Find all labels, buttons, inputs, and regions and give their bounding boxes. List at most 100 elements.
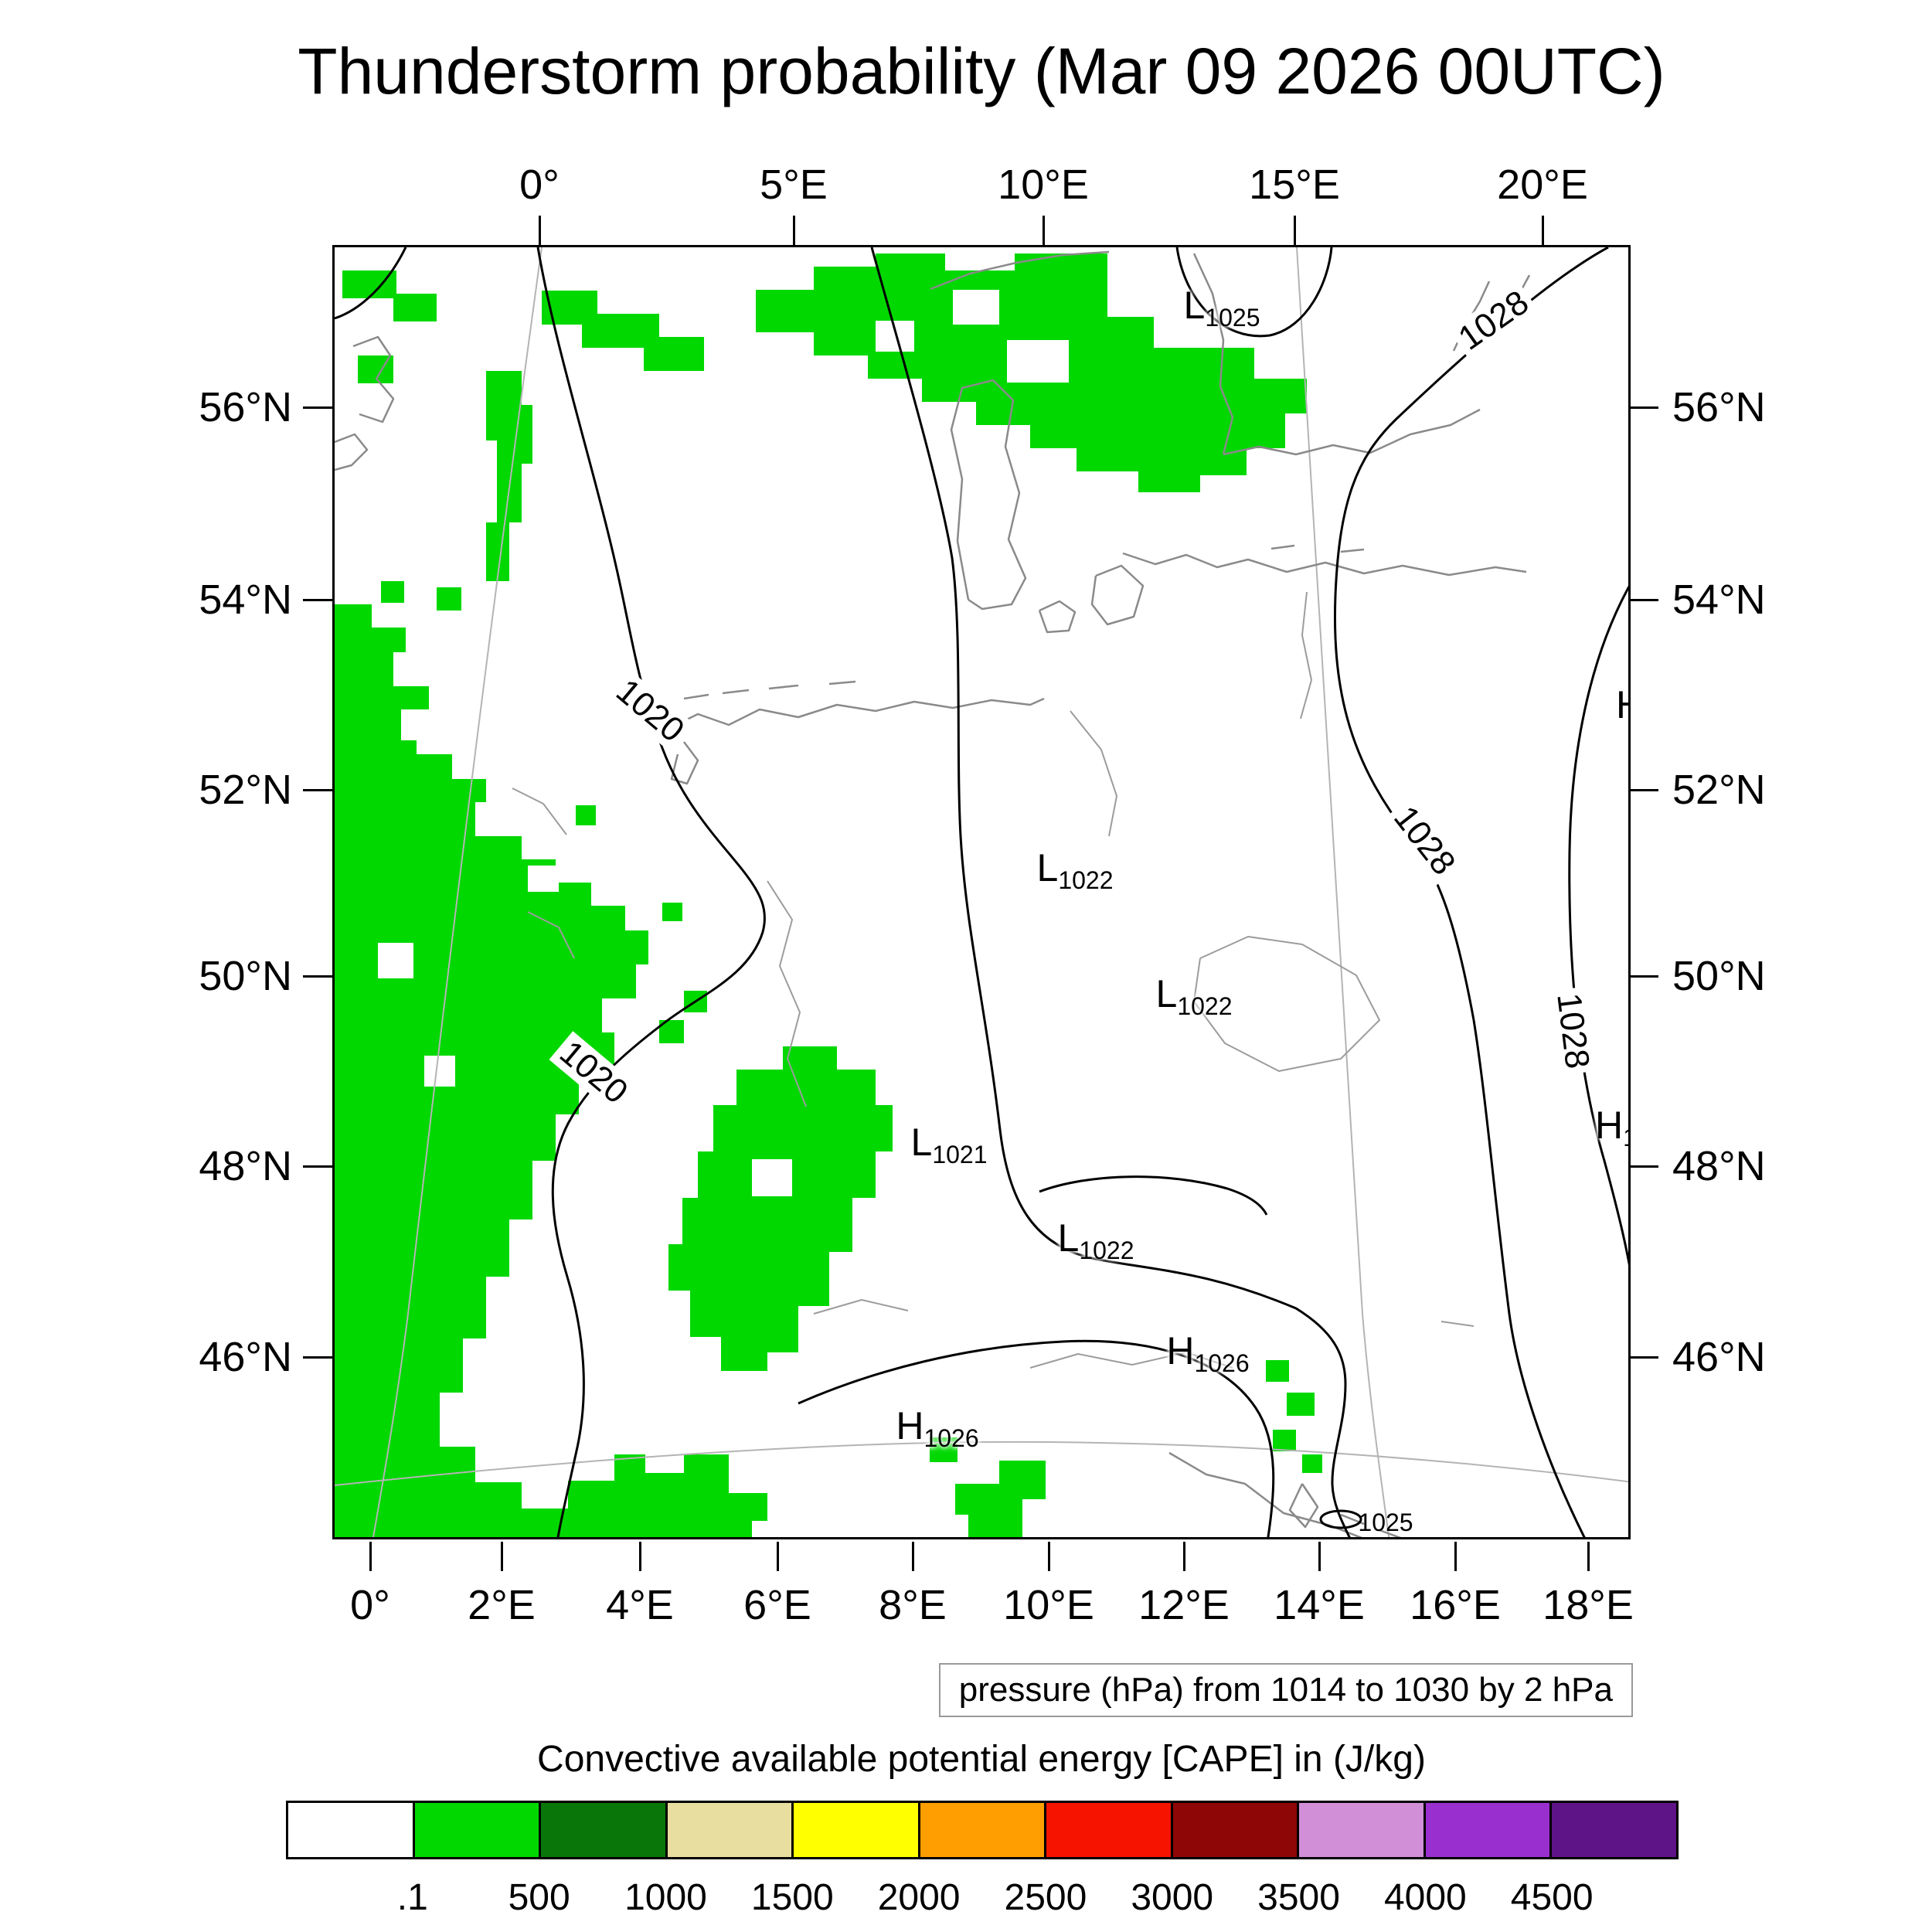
map-frame: L1025L1022L1022L1021L1022H1026H1026HH110…: [199, 162, 1765, 1628]
axis-tick-bottom: [500, 1542, 503, 1571]
pressure-center-value: 1026: [1194, 1349, 1250, 1377]
colorbar-tick-label: 1000: [624, 1877, 707, 1918]
axis-tick-label-bottom: 18°E: [1543, 1582, 1634, 1628]
axis-tick-left: [303, 1355, 332, 1359]
colorbar-tick-label: 3000: [1131, 1877, 1214, 1918]
pressure-center-letter: H: [1595, 1104, 1624, 1147]
pressure-center-label: L1022: [1036, 845, 1114, 894]
map-area: L1025L1022L1022L1021L1022H1026H1026HH110…: [332, 245, 1631, 1539]
pressure-center-letter: L: [910, 1121, 933, 1164]
axis-tick-bottom: [1454, 1542, 1457, 1571]
axis-tick-bottom: [1587, 1542, 1590, 1571]
pressure-center-letter: H: [1166, 1329, 1195, 1372]
axis-tick-right: [1629, 788, 1658, 791]
pressure-center-label: H1026: [1166, 1328, 1249, 1377]
axis-tick-right: [1629, 975, 1658, 978]
axis-tick-label-right: 48°N: [1672, 1143, 1766, 1189]
colorbar-cell: [794, 1803, 920, 1857]
pressure-center-label: L1021: [910, 1120, 988, 1168]
colorbar-title: Convective available potential energy [C…: [537, 1739, 1426, 1780]
colorbar-tick-label: 1500: [750, 1877, 834, 1918]
pressure-center-value: 1025: [1205, 304, 1260, 332]
axis-tick-label-bottom: 8°E: [879, 1582, 947, 1628]
axis-tick-label-left: 56°N: [199, 384, 292, 430]
axis-tick-bottom: [1182, 1542, 1185, 1571]
axis-tick-label-right: 46°N: [1672, 1334, 1766, 1380]
axis-tick-bottom: [911, 1542, 914, 1571]
colorbar-cell: [1425, 1803, 1553, 1857]
axis-tick-label-right: 56°N: [1672, 384, 1766, 430]
axis-tick-bottom: [369, 1542, 372, 1571]
axis-tick-label-bottom: 14°E: [1274, 1582, 1365, 1628]
axis-tick-label-left: 48°N: [199, 1143, 292, 1189]
pressure-center-label: L1022: [1057, 1216, 1134, 1264]
axis-tick-label-bottom: 10°E: [1003, 1582, 1094, 1628]
axis-tick-label-top: 5°E: [760, 162, 828, 208]
axis-tick-label-right: 50°N: [1672, 953, 1766, 999]
pressure-center-letter: H: [896, 1404, 924, 1447]
pressure-center-label: L1025: [1183, 283, 1260, 332]
colorbar-tick-label: 2500: [1004, 1877, 1087, 1918]
pressure-center-label: L1022: [1155, 971, 1233, 1020]
colorbar-tick-label: 3500: [1257, 1877, 1340, 1918]
axis-tick-label-bottom: 6°E: [743, 1582, 811, 1628]
axis-tick-left: [303, 1165, 332, 1168]
colorbar-cell: [920, 1803, 1047, 1857]
colorbar-tick-label: 2000: [877, 1877, 961, 1918]
axis-tick-bottom: [638, 1542, 641, 1571]
pressure-center-value: 1: [1623, 1124, 1628, 1151]
colorbar-cell: [414, 1803, 542, 1857]
border-river-layer: [512, 591, 1475, 1369]
axis-tick-left: [303, 788, 332, 791]
colorbar-cell: [1172, 1803, 1300, 1857]
axis-tick-label-top: 20°E: [1497, 162, 1588, 208]
colorbar-tick-label: 500: [508, 1877, 570, 1918]
axis-tick-right: [1629, 1355, 1658, 1359]
pressure-center-value: 1022: [1079, 1236, 1134, 1264]
colorbar-tick-label: .1: [396, 1877, 428, 1918]
cape-shading-layer: [335, 253, 1322, 1537]
axis-tick-top: [1541, 216, 1544, 245]
axis-tick-label-bottom: 4°E: [606, 1582, 674, 1628]
colorbar-cell: [541, 1803, 668, 1857]
pressure-center-value: 1022: [1177, 992, 1233, 1020]
axis-tick-label-bottom: 12°E: [1138, 1582, 1230, 1628]
pressure-center-letter: L: [1057, 1216, 1080, 1260]
axis-tick-label-bottom: 16°E: [1410, 1582, 1501, 1628]
axis-tick-left: [303, 975, 332, 978]
axis-tick-right: [1629, 1165, 1658, 1168]
axis-tick-label-top: 0°: [519, 162, 560, 208]
colorbar: [286, 1801, 1679, 1859]
axis-tick-label-bottom: 2°E: [468, 1582, 536, 1628]
pressure-caption: pressure (hPa) from 1014 to 1030 by 2 hP…: [938, 1663, 1633, 1717]
pressure-center-letter: L: [1155, 972, 1178, 1015]
axis-tick-top: [538, 216, 541, 245]
colorbar-cell: [1046, 1803, 1173, 1857]
axis-tick-label-left: 52°N: [199, 767, 292, 813]
axis-tick-right: [1629, 406, 1658, 409]
pressure-center-label: H1: [1595, 1103, 1628, 1151]
colorbar-cell: [1552, 1803, 1677, 1857]
colorbar-tick-labels: .1 500 1000 1500 2000 2500 3000 3500 4000 4500: [286, 1876, 1679, 1926]
colorbar-cell: [1299, 1803, 1426, 1857]
axis-tick-left: [303, 598, 332, 601]
axis-tick-bottom: [1318, 1542, 1321, 1571]
figure-title: Thunderstorm probability (Mar 09 2026 00…: [298, 35, 1665, 107]
axis-tick-bottom: [1047, 1542, 1050, 1571]
axis-tick-label-left: 54°N: [199, 577, 292, 623]
graticule-lines: [335, 247, 1628, 1537]
axis-tick-top: [792, 216, 795, 245]
pressure-center-value: 1021: [932, 1141, 988, 1168]
axis-tick-top: [1042, 216, 1045, 245]
pressure-center-letter: H: [1616, 683, 1628, 726]
axis-tick-label-left: 46°N: [199, 1334, 292, 1380]
colorbar-tick-label: 4500: [1510, 1877, 1594, 1918]
axis-tick-right: [1629, 598, 1658, 601]
pressure-center-letter: L: [1036, 846, 1059, 889]
axis-tick-left: [303, 406, 332, 409]
pressure-center-letter: L: [1183, 284, 1206, 327]
axis-tick-label-bottom: 0°: [350, 1582, 390, 1628]
cape-holes: [378, 290, 1069, 1326]
colorbar-tick-label: 4000: [1383, 1877, 1467, 1918]
contour-label: 1025: [1358, 1509, 1413, 1536]
